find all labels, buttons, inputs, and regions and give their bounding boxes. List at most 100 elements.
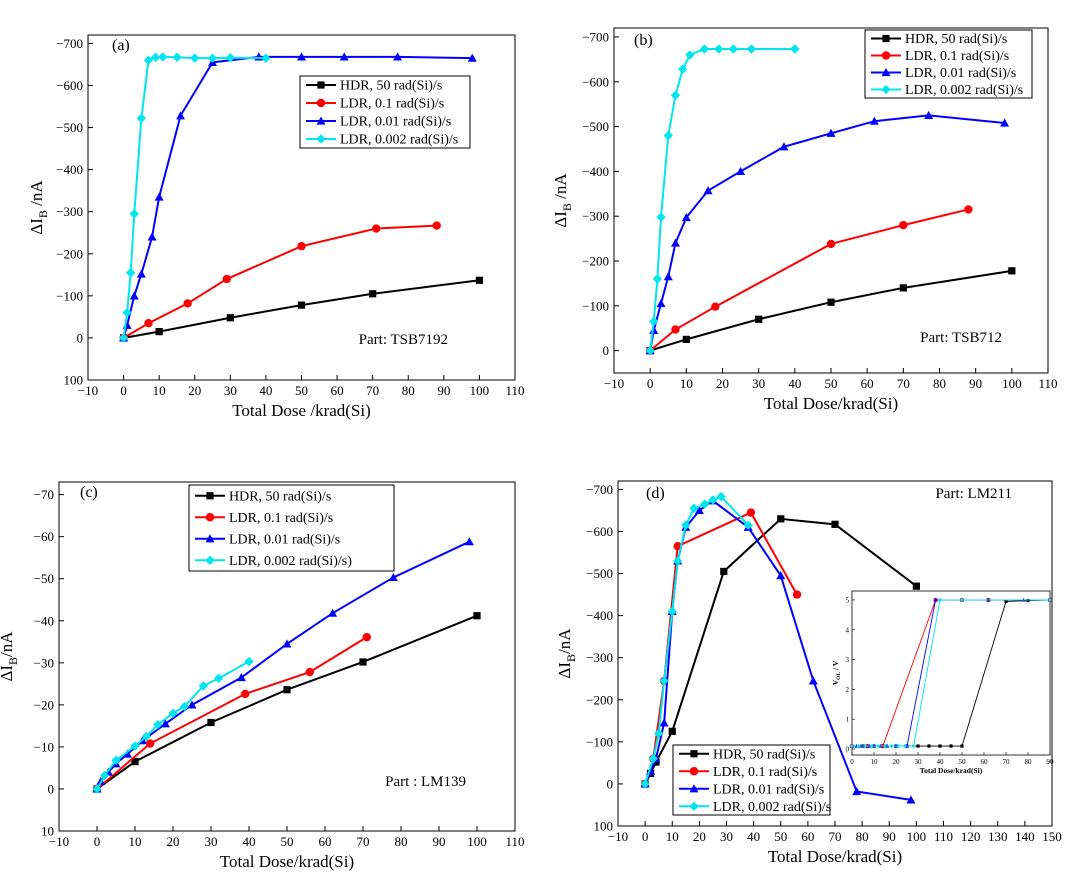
data-point: [736, 166, 746, 175]
inset-y-label-subscript: OL: [836, 672, 842, 680]
data-point: [126, 268, 136, 278]
legend-marker: [881, 68, 891, 77]
x-tick-label: 70: [829, 829, 842, 844]
y-tick-label: −400: [586, 608, 613, 623]
series-line: [644, 499, 912, 801]
data-point: [369, 290, 377, 298]
x-tick-label: 140: [1015, 829, 1035, 844]
x-tick-label: 70: [357, 834, 370, 849]
y-tick-label: −40: [34, 613, 54, 628]
y-tick-label: 0: [607, 776, 614, 791]
chart-panel-d: −10 0 10 20 30 40 50 60 70 80 90 100 110 120 130 140 150…: [555, 480, 1062, 866]
data-point: [207, 53, 218, 63]
data-point: [670, 90, 681, 100]
data-point: [393, 52, 403, 61]
x-tick-label: 70: [897, 376, 910, 391]
data-point: [777, 515, 785, 523]
x-axis-label: Total Dose/krad(Si): [768, 847, 902, 866]
y-axis-label-subscript: B: [36, 210, 50, 218]
data-point: [99, 770, 110, 781]
y-tick-label: −400: [582, 164, 609, 179]
data-point: [155, 328, 163, 336]
data-point: [176, 111, 186, 120]
data-point: [297, 242, 306, 251]
x-tick-label: 40: [788, 376, 801, 391]
x-tick-label: 50: [774, 829, 787, 844]
legend-label: LDR, 0.002 rad(Si)/s: [713, 800, 831, 815]
y-tick-label: 2: [846, 686, 850, 694]
x-tick-label: 10: [129, 834, 142, 849]
legend: HDR, 50 rad(Si)/s LDR, 0.1 rad(Si)/s LDR, …: [864, 29, 1033, 99]
inset-y-label-unit: / V: [831, 660, 840, 672]
data-point: [282, 639, 292, 648]
inset-x-axis-label: Total Dose/krad(Si): [920, 766, 983, 775]
y-axis-label: ΔIB/nA: [0, 631, 20, 682]
x-tick-label: 150: [1042, 829, 1062, 844]
x-axis-label: Total Dose/krad(Si): [764, 394, 898, 413]
data-point: [649, 316, 659, 327]
data-point: [198, 681, 209, 691]
data-point: [207, 718, 215, 727]
x-tick-label: 10: [871, 758, 879, 766]
data-point: [716, 491, 726, 502]
data-point: [960, 744, 964, 748]
data-point: [826, 128, 836, 137]
data-point: [168, 708, 178, 718]
data-point: [122, 320, 132, 329]
y-tick-label: 0: [77, 330, 84, 345]
data-point: [659, 718, 669, 727]
data-point: [141, 731, 152, 742]
y-tick-label: −70: [34, 487, 54, 502]
x-tick-label: 50: [959, 758, 967, 766]
x-tick-label: 0: [647, 376, 654, 391]
x-tick-label: 80: [395, 834, 408, 849]
data-point: [283, 686, 291, 694]
legend-marker: [316, 134, 326, 144]
series-line: [649, 269, 1012, 352]
x-tick-label: 80: [402, 383, 415, 398]
y-tick-label: 10: [41, 824, 54, 839]
data-point: [652, 274, 663, 284]
x-tick-label: 0: [94, 834, 101, 849]
data-point: [663, 272, 673, 281]
x-tick-label: 120: [961, 829, 981, 844]
x-tick-label: 40: [243, 834, 256, 849]
inset-y-label-symbol: V: [831, 679, 840, 685]
y-axis-label-subscript: B: [6, 657, 20, 665]
data-point: [743, 520, 753, 530]
x-tick-label: −10: [78, 383, 98, 398]
legend-label: HDR, 50 rad(Si)/s: [229, 489, 331, 504]
data-point: [708, 495, 718, 505]
data-point: [663, 130, 673, 141]
data-point: [681, 213, 691, 222]
data-point: [172, 52, 182, 62]
data-point: [261, 53, 271, 63]
x-tick-label: 40: [937, 758, 945, 766]
legend: HDR, 50 rad(Si)/s LDR, 0.1 rad(Si)/s LDR, …: [672, 744, 831, 816]
x-tick-label: 30: [224, 383, 237, 398]
y-tick-label: −200: [56, 246, 83, 261]
x-tick-label: 30: [720, 829, 733, 844]
data-point: [779, 142, 789, 151]
panel-label: (b): [634, 32, 653, 49]
data-point: [144, 319, 153, 328]
data-point: [792, 590, 802, 599]
y-tick-label: −300: [582, 209, 609, 224]
x-tick-label: 90: [969, 376, 982, 391]
legend-marker: [689, 784, 699, 793]
data-point: [241, 689, 250, 699]
data-point: [852, 787, 862, 796]
data-point: [640, 779, 650, 789]
inset-y-axis-label: VOL / V: [831, 660, 842, 685]
data-point: [388, 572, 398, 582]
series-line: [649, 208, 969, 352]
x-tick-label: 50: [281, 834, 294, 849]
part-label: Part : LM139: [385, 774, 466, 790]
data-point: [694, 505, 704, 515]
data-point: [682, 335, 690, 343]
legend-marker: [881, 51, 891, 60]
data-point: [826, 239, 836, 249]
data-point: [150, 52, 161, 62]
data-point: [937, 597, 943, 603]
